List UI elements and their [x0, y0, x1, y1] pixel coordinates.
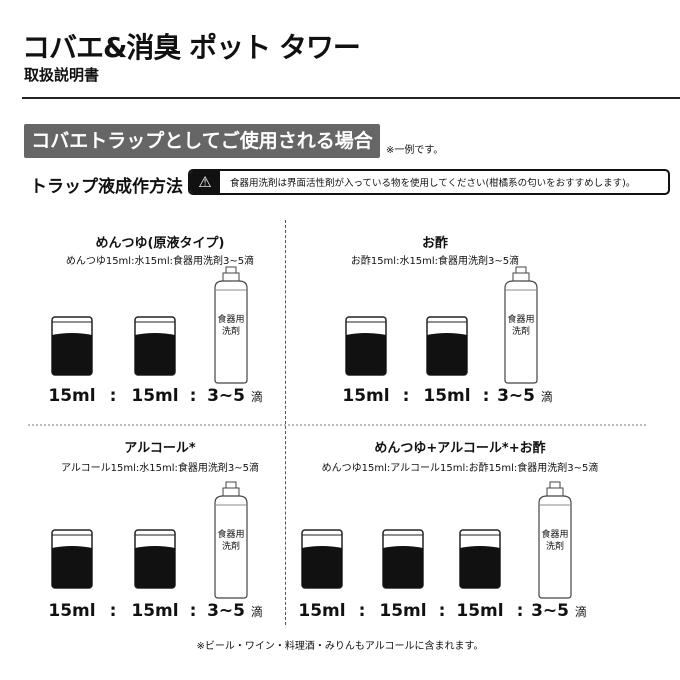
drops-amount: 3~5 滴 [531, 601, 587, 621]
panel-recipe: お酢15ml:水15ml:食器用洗剤3~5滴 [350, 256, 520, 267]
bottle-label: 食器用 洗剤 [217, 530, 245, 552]
drops-unit: 滴 [250, 390, 263, 404]
panel-recipe: アルコール15ml:水15ml:食器用洗剤3~5滴 [60, 463, 260, 474]
panel-recipe: めんつゆ15ml:水15ml:食器用洗剤3~5滴 [65, 256, 255, 267]
example-note: ※一例です。 [386, 145, 444, 156]
drops-amount: 3~5 滴 [497, 386, 553, 406]
drops-value: 3~5 [207, 601, 245, 621]
vertical-divider [285, 220, 286, 625]
measuring-glass-icon [459, 529, 501, 589]
drops-amount: 3~5 滴 [207, 601, 263, 621]
panel-title: めんつゆ+アルコール*+お酢 [374, 441, 546, 456]
bottle-label: 食器用 洗剤 [507, 315, 535, 337]
drops-unit: 滴 [574, 605, 587, 619]
measuring-glass-icon [134, 529, 176, 589]
ratio-separator: : [358, 601, 366, 621]
panel-title: お酢 [421, 236, 449, 251]
page-subtitle: 取扱説明書 [24, 66, 100, 84]
amount-label: 15ml [379, 601, 427, 621]
horizontal-divider [28, 424, 646, 426]
warning-text: 食器用洗剤は界面活性剤が入っている物を使用してください(柑橘系の匂いをおすすめし… [230, 178, 636, 189]
ratio-separator: : [516, 601, 524, 621]
ratio-separator: : [189, 601, 197, 621]
ratio-separator: : [438, 601, 446, 621]
ratio-separator: : [109, 386, 117, 406]
drops-unit: 滴 [250, 605, 263, 619]
amount-label: 15ml [298, 601, 346, 621]
amount-label: 15ml [48, 601, 96, 621]
detergent-bottle-icon [504, 266, 538, 384]
measuring-glass-icon [426, 316, 468, 376]
panel-recipe: めんつゆ15ml:アルコール15ml:お酢15ml:食器用洗剤3~5滴 [321, 463, 599, 474]
measuring-glass-icon [51, 529, 93, 589]
drops-unit: 滴 [540, 390, 553, 404]
ratio-separator: : [482, 386, 490, 406]
drops-value: 3~5 [531, 601, 569, 621]
measuring-glass-icon [301, 529, 343, 589]
warning-triangle-icon: ⚠ [190, 171, 220, 193]
ratio-separator: : [109, 601, 117, 621]
measuring-glass-icon [134, 316, 176, 376]
detergent-bottle-icon [214, 481, 248, 599]
footnote: ※ビール・ワイン・料理酒・みりんもアルコールに含まれます。 [196, 641, 484, 652]
amount-label: 15ml [456, 601, 504, 621]
amount-label: 15ml [131, 601, 179, 621]
page-title: コバエ&消臭 ポット タワー [22, 31, 361, 64]
warning-box: ⚠ 食器用洗剤は界面活性剤が入っている物を使用してください(柑橘系の匂いをおすす… [188, 169, 670, 195]
detergent-bottle-icon [214, 266, 248, 384]
ratio-separator: : [402, 386, 410, 406]
panel-title: アルコール* [124, 441, 196, 456]
drops-amount: 3~5 滴 [207, 386, 263, 406]
amount-label: 15ml [423, 386, 471, 406]
bottle-label: 食器用 洗剤 [217, 315, 245, 337]
measuring-glass-icon [382, 529, 424, 589]
drops-value: 3~5 [207, 386, 245, 406]
measuring-glass-icon [345, 316, 387, 376]
measuring-glass-icon [51, 316, 93, 376]
amount-label: 15ml [48, 386, 96, 406]
header-divider [22, 97, 680, 99]
section-banner: コバエトラップとしてご使用される場合 [24, 124, 380, 158]
detergent-bottle-icon [538, 481, 572, 599]
amount-label: 15ml [342, 386, 390, 406]
method-heading: トラップ液成作方法 [30, 177, 183, 197]
drops-value: 3~5 [497, 386, 535, 406]
ratio-separator: : [189, 386, 197, 406]
panel-title: めんつゆ(原液タイプ) [95, 236, 225, 251]
amount-label: 15ml [131, 386, 179, 406]
bottle-label: 食器用 洗剤 [541, 530, 569, 552]
